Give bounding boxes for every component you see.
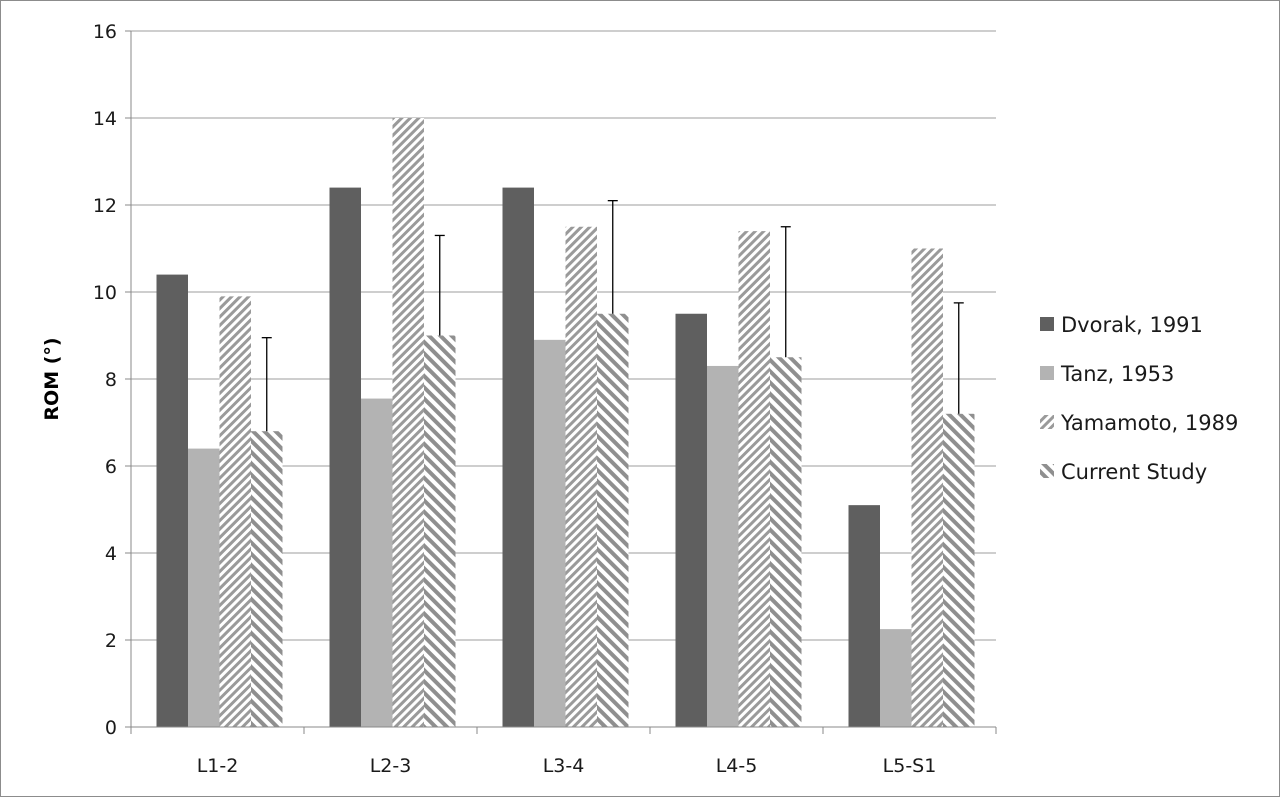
- bar: [392, 118, 424, 727]
- legend-label: Current Study: [1061, 460, 1207, 484]
- x-tick-label: L5-S1: [883, 755, 937, 777]
- y-tick-label: 14: [93, 108, 117, 130]
- legend-swatch: [1040, 415, 1054, 429]
- bar: [597, 313, 629, 727]
- x-tick-label: L2-3: [370, 755, 412, 777]
- bar: [943, 413, 975, 727]
- bar: [770, 357, 802, 727]
- y-tick-label: 6: [105, 456, 117, 478]
- legend-swatch: [1040, 366, 1054, 380]
- bar: [738, 231, 770, 727]
- y-tick-label: 10: [93, 282, 117, 304]
- legend-label: Tanz, 1953: [1060, 362, 1174, 386]
- x-tick-label: L4-5: [716, 755, 758, 777]
- bar: [188, 448, 220, 727]
- legend-swatch: [1040, 464, 1054, 478]
- bar: [424, 335, 456, 727]
- bar: [848, 505, 880, 727]
- y-tick-label: 8: [105, 369, 117, 391]
- bar: [675, 313, 707, 727]
- bar: [502, 187, 534, 728]
- legend-label: Yamamoto, 1989: [1060, 411, 1238, 435]
- y-tick-label: 2: [105, 630, 117, 652]
- bar: [251, 431, 283, 727]
- bar: [361, 398, 393, 727]
- bar: [880, 629, 912, 727]
- bar: [156, 274, 188, 727]
- bar: [911, 248, 943, 727]
- bar: [707, 365, 739, 727]
- x-tick-label: L1-2: [197, 755, 239, 777]
- y-tick-label: 16: [93, 21, 117, 43]
- legend-label: Dvorak, 1991: [1061, 313, 1203, 337]
- y-axis-title: ROM (°): [41, 337, 63, 420]
- y-tick-label: 12: [93, 195, 117, 217]
- bar: [565, 226, 597, 727]
- x-tick-label: L3-4: [543, 755, 585, 777]
- bar: [219, 296, 251, 727]
- bar: [329, 187, 361, 728]
- bar: [534, 339, 566, 727]
- legend-swatch: [1040, 317, 1054, 331]
- y-tick-label: 0: [105, 717, 117, 739]
- y-tick-label: 4: [105, 543, 117, 565]
